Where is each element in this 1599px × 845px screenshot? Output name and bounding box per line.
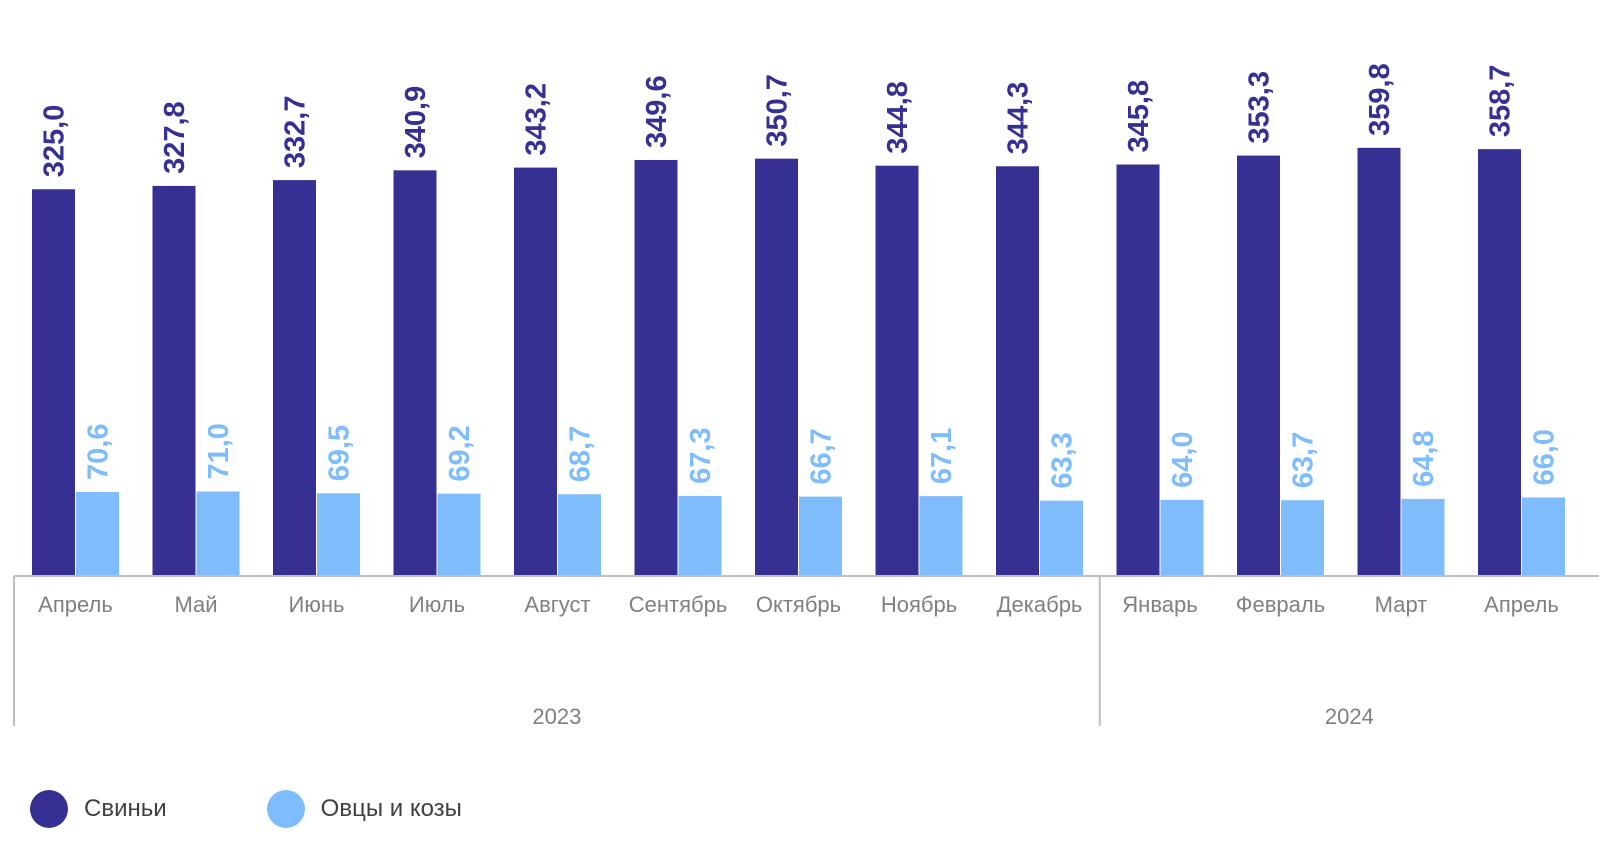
bar-series1-11 (1237, 155, 1280, 576)
x-axis: Апрель Май Июнь Июль Август Сентябрь Октябрь Но… (13, 575, 1599, 729)
bar-series2-11 (1281, 500, 1324, 576)
value-labels-layer: 325,0 327,8 332,7 340,9 343,2 349,6 350,7 344,8… (39, 63, 1561, 488)
x-tick-label-4: Июль (409, 592, 465, 617)
bars-layer (32, 147, 1565, 577)
value-label-series1-11: 353,3 (1244, 71, 1276, 144)
x-tick-label-3: Июнь (289, 592, 345, 617)
x-tick-label-5: Август (524, 592, 590, 617)
x-tick-label-7: Октябрь (756, 592, 841, 617)
value-label-series2-5: 68,7 (565, 426, 597, 482)
legend-label-sheep-goats: Овцы и козы (320, 795, 462, 822)
group-label-2023: 2023 (532, 704, 581, 729)
value-label-series1-5: 343,2 (521, 83, 553, 156)
x-tick-label-11: Февраль (1236, 592, 1325, 617)
bar-series2-3 (317, 493, 360, 576)
value-label-series2-11: 63,7 (1288, 432, 1320, 488)
bar-series1-5 (514, 167, 557, 577)
x-tick-label-2: Май (174, 592, 217, 617)
bar-series2-6 (678, 495, 722, 576)
value-label-series1-8: 344,8 (882, 81, 914, 154)
bar-series1-13 (1478, 149, 1521, 576)
value-label-series1-13: 358,7 (1485, 65, 1517, 138)
legend-label-pigs: Свиньи (84, 795, 167, 822)
bar-series2-9 (1040, 500, 1083, 576)
bar-series2-8 (919, 496, 963, 576)
bar-series1-8 (875, 165, 919, 577)
bar-chart: 325,0 327,8 332,7 340,9 343,2 349,6 350,7 344,8… (13, 63, 1599, 729)
bar-series2-13 (1522, 497, 1565, 576)
value-label-series2-7: 66,7 (806, 428, 838, 484)
value-label-series1-1: 325,0 (39, 105, 71, 178)
value-label-series2-6: 67,3 (685, 427, 717, 483)
bar-series2-1 (76, 491, 119, 576)
value-label-series1-12: 359,8 (1364, 63, 1396, 136)
value-label-series1-3: 332,7 (280, 96, 312, 169)
bar-series1-2 (152, 185, 196, 576)
legend-swatch-pigs (30, 790, 68, 828)
value-label-series2-1: 70,6 (83, 424, 115, 480)
value-label-series1-2: 327,8 (159, 101, 191, 174)
bar-series2-5 (558, 494, 601, 576)
bar-series1-3 (273, 180, 316, 576)
x-tick-label-9: Декабрь (997, 592, 1083, 617)
x-tick-label-1: Апрель (38, 592, 113, 617)
value-label-series1-6: 349,6 (641, 75, 673, 148)
bar-series1-6 (634, 159, 678, 576)
value-label-series2-13: 66,0 (1529, 429, 1561, 485)
x-tick-label-8: Ноябрь (881, 592, 957, 617)
bar-series1-7 (755, 158, 798, 577)
value-label-series2-2: 71,0 (203, 423, 235, 479)
legend-item-sheep-goats: Овцы и козы (266, 790, 462, 828)
bar-series1-1 (32, 189, 75, 576)
bar-series1-9 (996, 166, 1039, 576)
bar-series1-10 (1116, 164, 1160, 577)
value-label-series1-9: 344,3 (1003, 82, 1035, 155)
bar-series2-10 (1160, 499, 1204, 576)
value-label-series2-9: 63,3 (1047, 432, 1079, 488)
bar-series2-7 (799, 496, 842, 576)
bar-series1-4 (393, 170, 437, 577)
value-label-series1-7: 350,7 (762, 74, 794, 147)
value-label-series2-4: 69,2 (444, 425, 476, 481)
bar-series1-12 (1357, 147, 1401, 576)
legend-swatch-sheep-goats (266, 790, 305, 828)
value-label-series2-12: 64,8 (1408, 430, 1440, 486)
x-tick-label-10: Январь (1122, 592, 1197, 617)
x-tick-label-13: Апрель (1484, 592, 1559, 617)
bar-series2-2 (196, 491, 240, 576)
legend: Свиньи Овцы и козы (30, 790, 562, 828)
value-label-series1-4: 340,9 (400, 86, 432, 159)
group-label-2024: 2024 (1325, 704, 1374, 729)
value-label-series1-10: 345,8 (1123, 80, 1155, 153)
x-tick-label-12: Март (1375, 592, 1428, 617)
bar-series2-12 (1401, 498, 1445, 576)
x-tick-label-6: Сентябрь (629, 592, 728, 617)
value-label-series2-3: 69,5 (324, 425, 356, 481)
legend-item-pigs: Свиньи (30, 790, 167, 828)
value-label-series2-10: 64,0 (1167, 431, 1199, 487)
value-label-series2-8: 67,1 (926, 428, 958, 484)
bar-series2-4 (437, 493, 481, 576)
